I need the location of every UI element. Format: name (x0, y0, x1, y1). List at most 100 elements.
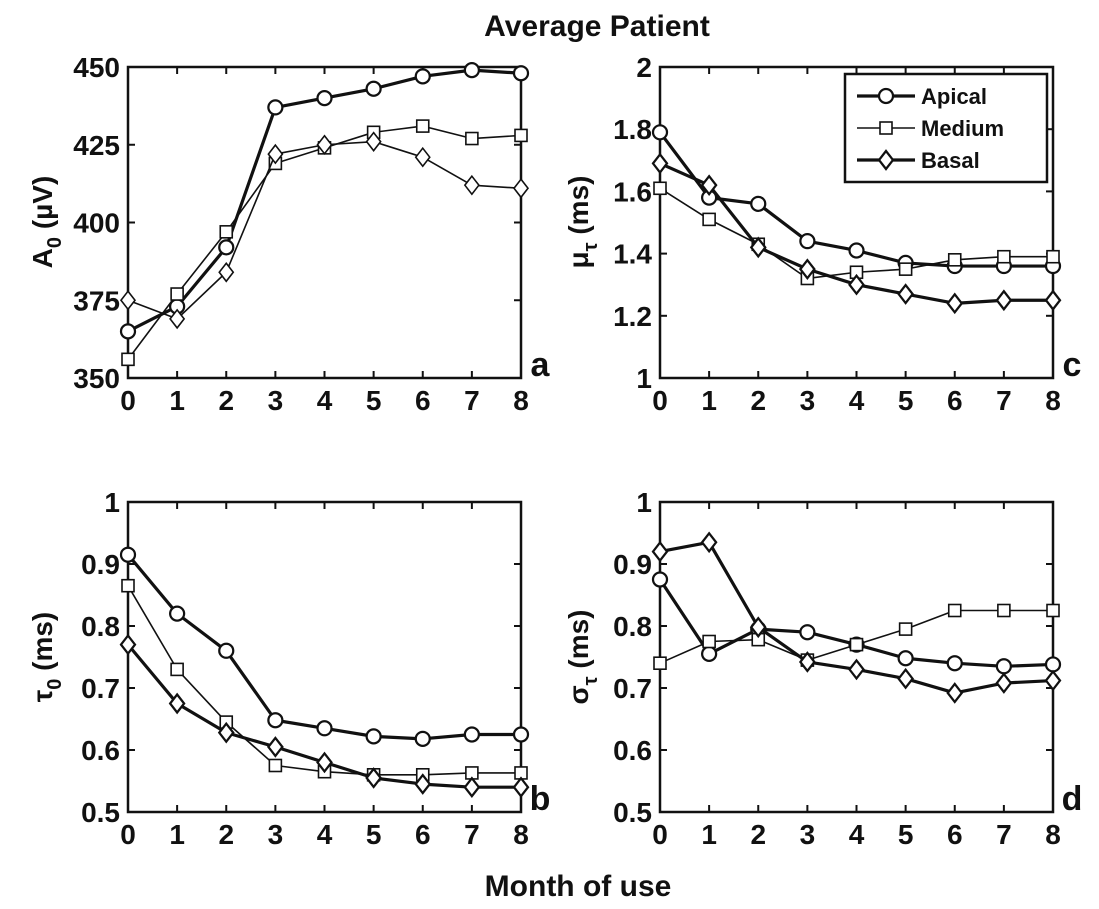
panel-label: c (1063, 346, 1082, 384)
data-point-apical (218, 642, 235, 659)
data-point-apical (512, 726, 530, 743)
series-line-medium (127, 125, 522, 360)
series-basal (119, 633, 530, 799)
x-tick-label: 3 (268, 385, 284, 416)
data-point-apical (750, 195, 767, 212)
x-tick-label: 7 (464, 819, 480, 850)
x-tick-label: 7 (464, 385, 480, 416)
y-tick-label: 350 (73, 363, 120, 394)
y-axis-label: μτ (ms) (563, 176, 602, 269)
data-point-medium (898, 262, 913, 276)
x-tick-label: 4 (849, 385, 865, 416)
x-tick-label: 8 (1045, 385, 1061, 416)
y-tick-label: 1 (636, 487, 652, 518)
data-point-apical (365, 80, 382, 97)
y-axis-label-unit: (ms) (563, 176, 594, 243)
data-point-medium (702, 634, 716, 649)
data-point-basal (700, 531, 718, 554)
series-line-apical (127, 68, 522, 333)
data-point-basal (700, 174, 718, 197)
x-tick-label: 2 (750, 385, 766, 416)
y-tick-label: 0.9 (613, 549, 652, 580)
legend-box (843, 72, 1049, 184)
x-tick-label: 4 (317, 385, 333, 416)
y-tick-label: 0.6 (613, 735, 652, 766)
data-point-medium (121, 352, 135, 367)
series-basal (651, 531, 1062, 704)
legend-marker-medium (879, 121, 893, 135)
x-tick-label: 6 (415, 385, 431, 416)
x-tick-label: 6 (415, 819, 431, 850)
data-point-apical (701, 645, 718, 663)
y-axis-label-main: τ (27, 689, 58, 702)
data-point-apical (365, 728, 382, 745)
x-axis-label: Month of use (485, 870, 672, 903)
data-point-apical (218, 239, 235, 256)
y-axis-label: τ0 (ms) (27, 612, 66, 703)
data-point-apical (463, 61, 480, 79)
x-tick-label: 1 (701, 385, 717, 416)
y-tick-label: 1.2 (613, 301, 652, 332)
x-tick-label: 0 (652, 819, 668, 850)
data-point-apical (169, 605, 186, 622)
plot-frame (126, 65, 523, 380)
y-tick-label: 0.9 (81, 549, 120, 580)
data-point-apical (848, 242, 865, 259)
data-point-basal (365, 767, 383, 789)
y-axis-label-main: σ (563, 685, 594, 704)
data-point-basal (749, 616, 767, 639)
data-point-basal (848, 658, 865, 681)
y-tick-label: 425 (73, 130, 120, 161)
y-tick-label: 0.8 (81, 611, 120, 642)
y-tick-label: 450 (73, 52, 120, 83)
data-point-basal (316, 751, 333, 774)
x-tick-label: 5 (898, 819, 914, 850)
data-point-medium (514, 128, 528, 143)
x-tick-label: 0 (120, 819, 136, 850)
data-point-basal (897, 283, 915, 305)
data-point-basal (1044, 669, 1062, 692)
data-point-apical (119, 323, 137, 340)
x-tick-label: 0 (652, 385, 668, 416)
x-tick-label: 4 (317, 819, 333, 850)
data-point-basal (651, 152, 669, 175)
data-point-apical (463, 726, 480, 743)
y-tick-label: 1.6 (613, 176, 652, 207)
y-axis-label-subscript: 0 (44, 237, 66, 248)
y-axis-label-subscript: 0 (44, 679, 66, 690)
series-basal (119, 131, 530, 330)
data-point-medium (465, 131, 479, 146)
x-tick-label: 7 (996, 819, 1012, 850)
data-point-medium (997, 603, 1011, 618)
data-point-basal (218, 261, 235, 283)
data-point-basal (365, 131, 382, 152)
data-point-apical (119, 546, 137, 563)
data-point-basal (463, 776, 481, 799)
y-tick-label: 1.8 (613, 114, 652, 145)
x-tick-label: 2 (218, 385, 234, 416)
data-point-medium (121, 578, 135, 593)
y-tick-label: 1.4 (613, 239, 652, 270)
data-point-medium (170, 287, 184, 301)
x-tick-label: 5 (366, 819, 382, 850)
data-point-apical (799, 233, 816, 250)
data-point-apical (946, 655, 963, 672)
plot-frame (658, 500, 1055, 814)
y-tick-label: 375 (73, 285, 120, 316)
data-point-basal (266, 736, 284, 758)
x-tick-label: 5 (898, 385, 914, 416)
legend: Apical Medium Basal (843, 72, 1049, 184)
figure-title: Average Patient (484, 10, 710, 43)
y-axis-label-unit: (ms) (27, 612, 58, 679)
data-point-medium (997, 249, 1011, 264)
y-tick-label: 2 (636, 52, 652, 83)
series-medium (653, 181, 1060, 286)
x-tick-label: 7 (996, 385, 1012, 416)
legend-label-basal: Basal (921, 148, 980, 173)
x-tick-label: 8 (1045, 819, 1061, 850)
data-point-medium (653, 656, 667, 671)
data-point-apical (651, 124, 669, 141)
